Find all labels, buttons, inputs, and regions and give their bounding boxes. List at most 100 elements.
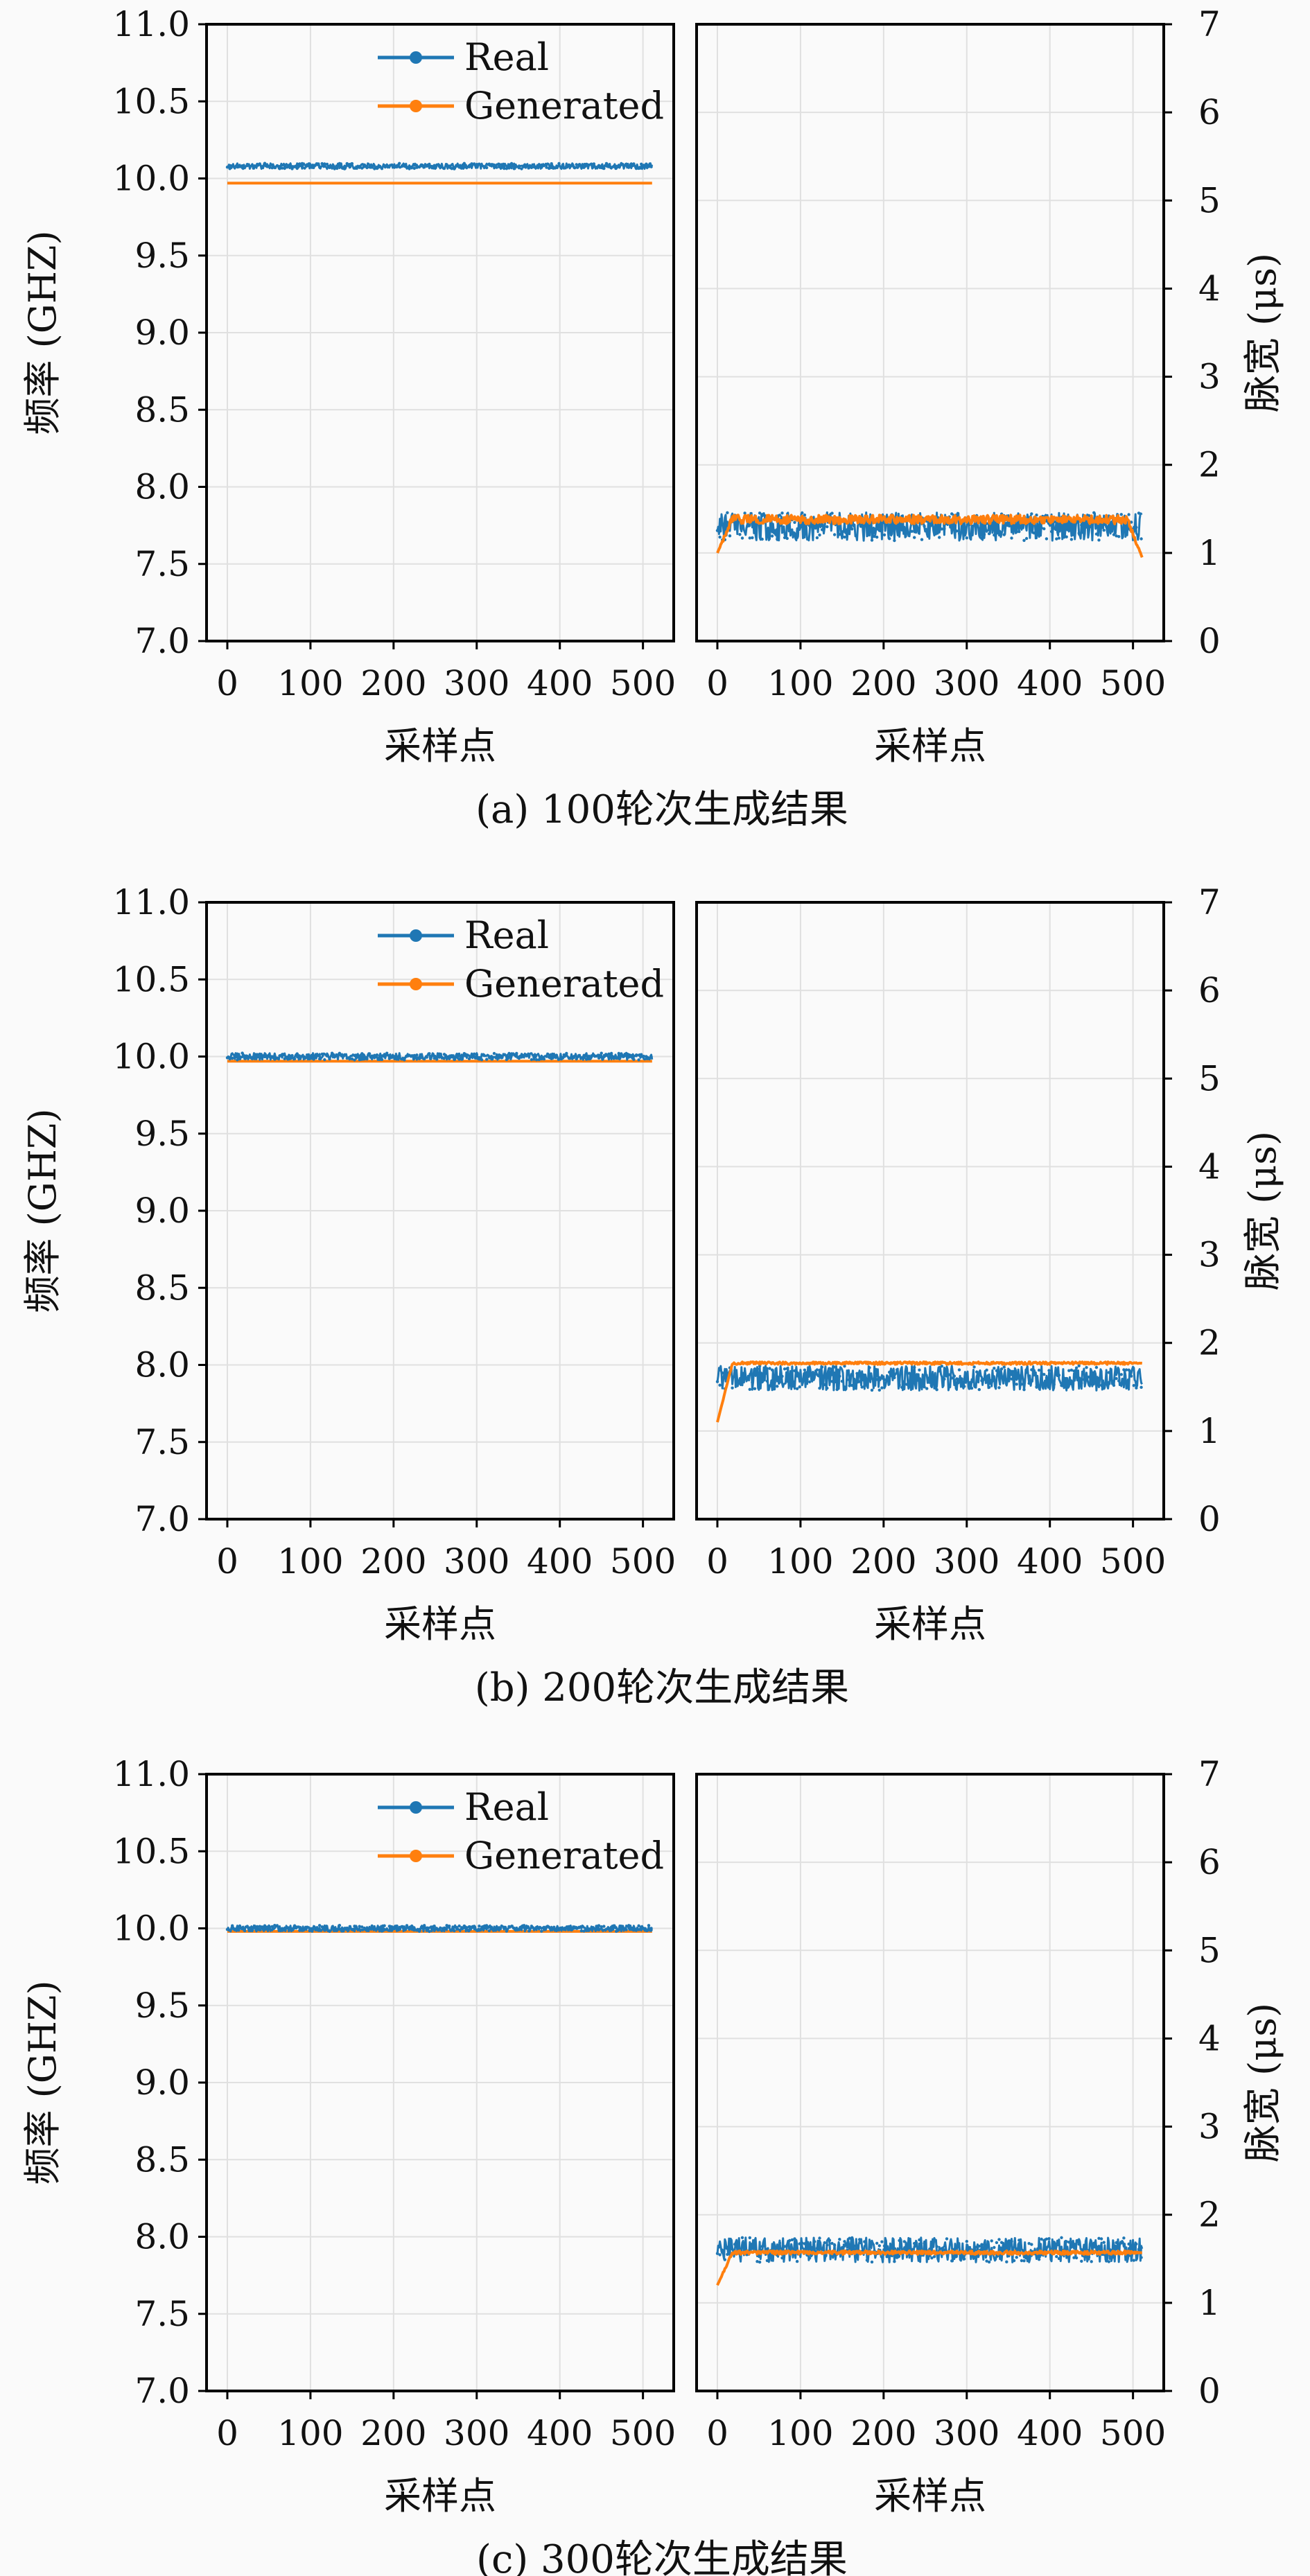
freq-2-real-point-87 [298, 1929, 302, 1932]
pw-1-real-point-42 [751, 1381, 754, 1384]
freq-2-real-point-0 [225, 1927, 229, 1931]
freq-0-real-point-117 [323, 162, 326, 166]
pw-1-real-point-399 [1047, 1369, 1051, 1372]
freq-2-real-point-57 [273, 1924, 277, 1927]
freq-2-real-point-471 [617, 1928, 620, 1931]
freq-0-real-point-30 [250, 163, 254, 167]
pw-0-real-point-78 [780, 511, 784, 515]
pw-1-real-point-6 [721, 1371, 724, 1375]
pw-2-real-point-9 [723, 2258, 727, 2261]
pw-0-real-point-387 [1037, 524, 1041, 527]
pw-2-real-point-171 [857, 2238, 862, 2241]
pw-2-real-point-351 [1007, 2239, 1011, 2243]
freq-0-real-point-105 [313, 164, 317, 167]
freq-2-real-point-255 [437, 1927, 441, 1931]
pw-2-real-point-495 [1127, 2242, 1130, 2246]
freq-1-real-point-222 [410, 1054, 414, 1058]
freq-1-real-point-78 [290, 1053, 294, 1058]
pw-2-real-point-51 [758, 2260, 762, 2264]
freq-2-real-point-201 [392, 1925, 396, 1929]
freq-0-real-point-54 [270, 166, 274, 170]
freq-2-real-point-336 [505, 1929, 509, 1933]
pw-0-real-point-435 [1077, 532, 1081, 535]
pw-2-real-point-192 [875, 2241, 879, 2245]
freq-1-real-point-504 [645, 1055, 648, 1058]
freq-0-real-point-459 [607, 165, 611, 168]
pw-1-real-point-357 [1012, 1369, 1016, 1374]
freq-0-real-point-495 [637, 166, 640, 170]
pw-1-real-point-447 [1087, 1375, 1091, 1379]
freq-1-real-point-21 [243, 1057, 247, 1060]
freq-1-real-point-210 [400, 1058, 403, 1061]
pw-1-real-point-150 [840, 1379, 844, 1383]
pw-2-real-point-369 [1022, 2259, 1026, 2263]
freq-0-real-point-153 [353, 166, 356, 170]
freq-ytick-label-7: 10.5 [113, 1831, 190, 1871]
freq-1-real-point-24 [245, 1056, 249, 1060]
freq-ytick-label-5: 9.5 [134, 236, 190, 276]
freq-1-real-point-198 [390, 1055, 394, 1059]
freq-1-real-point-333 [503, 1053, 506, 1057]
pw-0-real-point-288 [955, 529, 959, 533]
freq-1-real-point-72 [286, 1055, 289, 1059]
pw-2-real-point-507 [1137, 2248, 1141, 2251]
pw-2-real-point-393 [1042, 2238, 1046, 2243]
pw-2-real-point-438 [1080, 2259, 1083, 2263]
freq-2-real-point-63 [278, 1929, 281, 1932]
freq-2-real-point-246 [430, 1925, 434, 1929]
pw-2-real-point-120 [815, 2246, 819, 2250]
freq-0-real-point-333 [503, 166, 506, 170]
freq-xtick-label-0: 0 [216, 663, 238, 703]
freq-2-real-point-237 [423, 1924, 426, 1927]
pw-0-real-point-426 [1069, 538, 1074, 541]
freq-2-real-point-204 [395, 1924, 399, 1928]
freq-ytick-label-8: 11.0 [113, 4, 190, 44]
freq-2-real-point-21 [243, 1929, 247, 1933]
legend-2: Real Generated [378, 1785, 664, 1877]
freq-1-real-point-348 [515, 1051, 518, 1055]
freq-xtick-label-4: 400 [527, 2413, 593, 2453]
freq-xtick-label-1: 100 [277, 2413, 343, 2453]
freq-1-real-point-393 [552, 1055, 556, 1059]
freq-0-real-point-507 [647, 165, 651, 168]
freq-1-real-point-51 [268, 1055, 272, 1059]
pw-1-real-point-27 [738, 1382, 742, 1385]
freq-2-real-point-198 [390, 1929, 394, 1932]
pw-xtick-label-5: 500 [1100, 2413, 1166, 2453]
freq-0-real-point-252 [435, 163, 439, 167]
freq-1-real-point-240 [425, 1055, 428, 1059]
pw-1-real-point-405 [1052, 1383, 1056, 1386]
freq-1-real-point-411 [567, 1056, 571, 1060]
freq-2-real-point-75 [288, 1926, 292, 1929]
pw-2-real-point-363 [1018, 2238, 1021, 2242]
freq-2-real-point-492 [634, 1929, 638, 1932]
freq-0-real-point-18 [241, 164, 244, 168]
pw-chart-1: 0 1 2 3 4 5 6 7 0 100 200 300 400 500 采样点 脉宽 (μs) [695, 882, 1284, 1646]
freq-1-real-point-243 [428, 1052, 431, 1055]
pw-2-real-point-249 [923, 2241, 926, 2245]
pw-0-real-point-507 [1137, 511, 1141, 515]
pw-1-real-point-480 [1115, 1377, 1118, 1381]
freq-0-real-point-39 [258, 162, 261, 166]
pw-0-real-point-150 [840, 534, 844, 537]
pw-1-real-point-279 [947, 1373, 951, 1376]
freq-ytick-label-0: 7.0 [134, 2371, 190, 2411]
pw-2-real-point-54 [760, 2245, 764, 2248]
pw-2-real-point-312 [975, 2245, 979, 2249]
pw-0-real-point-408 [1055, 537, 1058, 541]
pw-1-real-point-36 [746, 1376, 749, 1381]
freq-0-real-point-135 [338, 161, 342, 166]
pw-1-real-point-183 [868, 1366, 871, 1369]
pw-1-real-point-264 [935, 1388, 938, 1392]
pw-1-real-point-231 [907, 1372, 911, 1375]
freq-2-real-point-504 [645, 1929, 648, 1932]
freq-0-real-point-393 [552, 166, 556, 170]
pw-2-real-point-315 [977, 2244, 981, 2248]
freq-2-real-point-30 [250, 1926, 254, 1929]
freq-2-real-point-402 [559, 1927, 564, 1930]
freq-2-real-point-507 [647, 1924, 651, 1927]
freq-1-real-point-456 [604, 1053, 609, 1058]
freq-0-real-point-501 [642, 164, 645, 167]
pw-2-real-point-168 [855, 2244, 859, 2248]
freq-0-real-point-399 [557, 161, 561, 166]
